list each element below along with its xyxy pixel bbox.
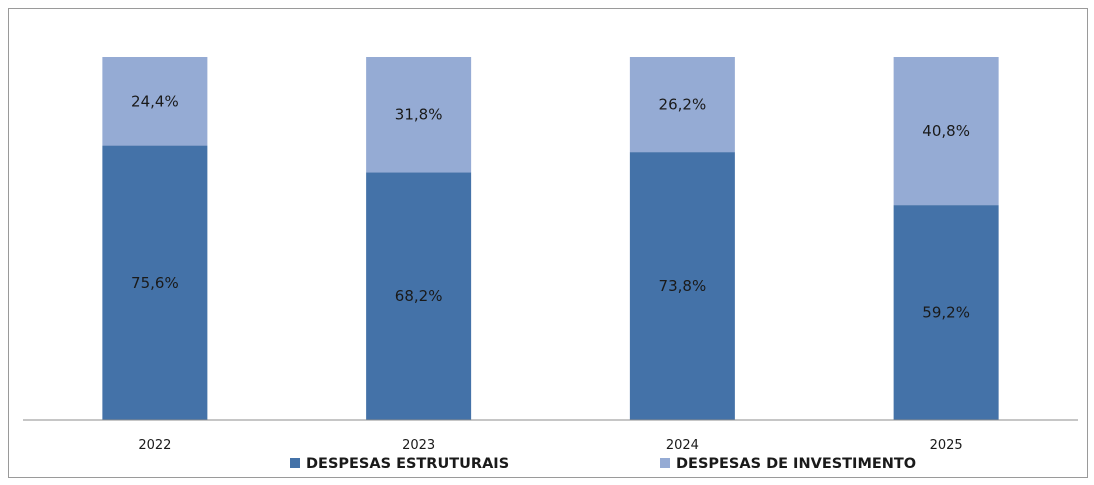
bar-segment-investimento-2024 bbox=[629, 57, 735, 153]
data-label-investimento-2025: 40,8% bbox=[922, 122, 970, 140]
legend-label-investimento: DESPESAS DE INVESTIMENTO bbox=[676, 456, 916, 472]
data-label-estruturais-2022: 75,6% bbox=[131, 274, 179, 292]
x-tick-label-2022: 2022 bbox=[138, 438, 171, 453]
legend-swatch-estruturais bbox=[290, 458, 300, 468]
x-tick-label-2024: 2024 bbox=[666, 438, 699, 453]
bar-segment-estruturais-2023 bbox=[366, 172, 472, 420]
x-tick-label-2025: 2025 bbox=[930, 438, 963, 453]
legend-swatch-investimento bbox=[660, 458, 670, 468]
bar-segment-investimento-2023 bbox=[366, 57, 472, 173]
bar-segment-estruturais-2024 bbox=[629, 152, 735, 420]
legend-label-estruturais: DESPESAS ESTRUTURAIS bbox=[306, 456, 509, 472]
data-label-investimento-2023: 31,8% bbox=[395, 106, 443, 124]
bar-segment-investimento-2022 bbox=[102, 57, 208, 146]
x-tick-label-2023: 2023 bbox=[402, 438, 435, 453]
data-label-investimento-2024: 26,2% bbox=[659, 96, 707, 114]
bar-segment-estruturais-2022 bbox=[102, 145, 208, 420]
data-label-estruturais-2025: 59,2% bbox=[922, 304, 970, 322]
data-label-investimento-2022: 24,4% bbox=[131, 92, 179, 110]
bar-segment-investimento-2025 bbox=[893, 57, 999, 206]
data-label-estruturais-2023: 68,2% bbox=[395, 287, 443, 305]
data-label-estruturais-2024: 73,8% bbox=[659, 277, 707, 295]
bar-segment-estruturais-2025 bbox=[893, 205, 999, 420]
